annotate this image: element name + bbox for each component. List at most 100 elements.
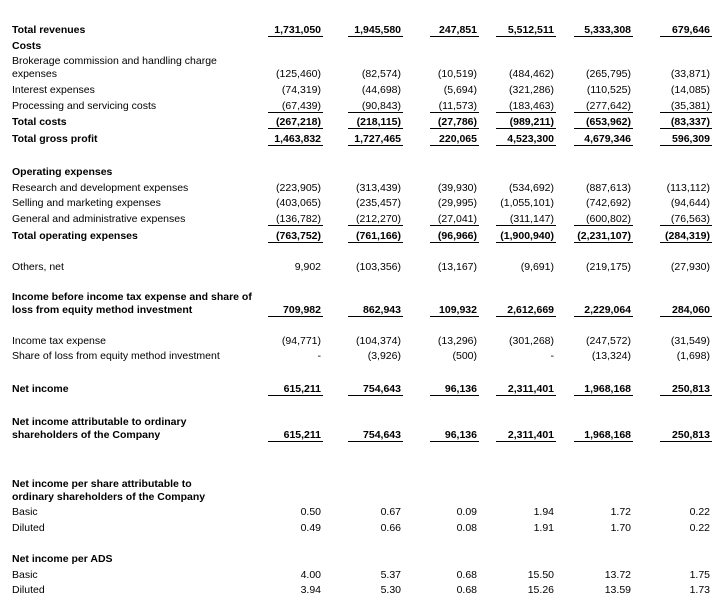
row-value: 250,813 [660, 428, 712, 442]
row-label: Net income attributable to ordinary [12, 416, 187, 428]
row-label: expenses [12, 68, 57, 80]
row-value: (13,167) [437, 261, 477, 273]
row-label: Total operating expenses [12, 230, 138, 242]
row-value: (761,166) [348, 229, 403, 243]
row-value: - [317, 350, 322, 362]
row-label: shareholders of the Company [12, 429, 161, 441]
row-value: (90,843) [348, 99, 403, 113]
row-value: 96,136 [430, 428, 479, 442]
row-value: 1.91 [533, 522, 554, 534]
row-value: (500) [452, 350, 477, 362]
row-label: General and administrative expenses [12, 213, 186, 225]
row-value: (94,644) [670, 197, 710, 209]
row-value: (11,573) [430, 99, 479, 113]
row-value: 1,968,168 [574, 428, 633, 442]
row-value: 1,463,832 [268, 132, 323, 146]
row-value: (104,374) [356, 335, 401, 347]
row-value: 15.26 [527, 584, 554, 596]
row-value: (1,698) [676, 350, 710, 362]
row-value: 596,309 [660, 132, 712, 146]
row-value: 754,643 [348, 382, 403, 396]
row-value: (27,786) [430, 115, 479, 129]
row-value: (534,692) [509, 182, 554, 194]
row-value: 0.09 [456, 506, 477, 518]
row-value: (5,694) [443, 84, 477, 96]
row-label: Others, net [12, 261, 64, 273]
row-value: (484,462) [509, 68, 554, 80]
row-value: (39,930) [437, 182, 477, 194]
row-label: Diluted [12, 584, 45, 596]
row-value: 0.08 [456, 522, 477, 534]
row-value: (887,613) [586, 182, 631, 194]
row-value: (212,270) [348, 212, 403, 226]
row-value: 96,136 [430, 382, 479, 396]
row-value: (313,439) [356, 182, 401, 194]
row-value: (125,460) [276, 68, 321, 80]
row-value: (763,752) [268, 229, 323, 243]
row-value: 615,211 [268, 382, 323, 396]
row-value: 1.75 [689, 569, 710, 581]
row-value: (235,457) [356, 197, 401, 209]
row-value: 2,311,401 [496, 382, 556, 396]
row-value: (265,795) [586, 68, 631, 80]
row-value: 5.30 [380, 584, 401, 596]
row-value: 13.72 [604, 569, 631, 581]
row-value: 3.94 [300, 584, 321, 596]
row-value: (76,563) [660, 212, 712, 226]
row-value: 9,902 [294, 261, 321, 273]
row-value: 0.49 [300, 522, 321, 534]
row-value: (267,218) [268, 115, 323, 129]
row-value: (35,381) [660, 99, 712, 113]
row-label: Processing and servicing costs [12, 100, 157, 112]
row-value: (301,268) [509, 335, 554, 347]
row-value: 1,968,168 [574, 382, 633, 396]
row-label: Basic [12, 569, 38, 581]
row-value: 1,945,580 [348, 23, 403, 37]
row-value: (219,175) [586, 261, 631, 273]
row-value: 0.68 [456, 569, 477, 581]
row-value: 679,646 [660, 23, 712, 37]
row-value: (247,572) [586, 335, 631, 347]
row-value: 0.22 [689, 506, 710, 518]
row-value: (27,041) [430, 212, 479, 226]
row-label: Diluted [12, 522, 45, 534]
row-label: Research and development expenses [12, 182, 189, 194]
row-value: 1,731,050 [268, 23, 323, 37]
row-value: (113,112) [666, 182, 710, 194]
row-value: (103,356) [356, 261, 401, 273]
row-value: 247,851 [430, 23, 479, 37]
row-label: Selling and marketing expenses [12, 197, 161, 209]
row-value: 5,512,511 [496, 23, 556, 37]
row-value: 615,211 [268, 428, 323, 442]
row-value: (44,698) [361, 84, 401, 96]
row-value: 220,065 [430, 132, 479, 146]
row-value: (223,905) [276, 182, 321, 194]
row-label: Brokerage commission and handling charge [12, 55, 217, 67]
row-value: (67,439) [268, 99, 323, 113]
row-value: (2,231,107) [574, 229, 633, 243]
row-value: 15.50 [527, 569, 554, 581]
row-value: (277,642) [574, 99, 633, 113]
row-value: 284,060 [660, 303, 712, 317]
row-value: (1,055,101) [500, 197, 554, 209]
row-value: (13,324) [591, 350, 631, 362]
row-label: ordinary shareholders of the Company [12, 491, 206, 503]
row-label: Share of loss from equity method investm… [12, 350, 220, 362]
row-value: (3,926) [367, 350, 401, 362]
row-value: 0.68 [456, 584, 477, 596]
row-value: (96,966) [430, 229, 479, 243]
row-value: (311,147) [496, 212, 556, 226]
row-value: (403,065) [276, 197, 321, 209]
row-label: Basic [12, 506, 38, 518]
row-value: 0.50 [300, 506, 321, 518]
row-value: (989,211) [496, 115, 556, 129]
row-value: (33,871) [670, 68, 710, 80]
row-value: 109,932 [430, 303, 479, 317]
row-value: (110,525) [586, 84, 631, 96]
row-label: Net income per ADS [12, 553, 113, 565]
row-value: (31,549) [670, 335, 710, 347]
row-label: Operating expenses [12, 166, 113, 178]
row-label: Interest expenses [12, 84, 95, 96]
row-value: (284,319) [660, 229, 712, 243]
row-value: 4,679,346 [574, 132, 633, 146]
